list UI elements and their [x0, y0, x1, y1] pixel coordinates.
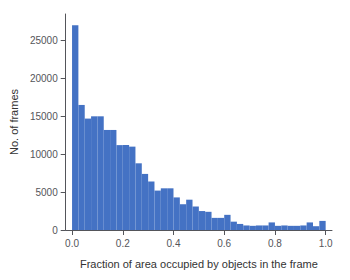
svg-text:0.8: 0.8 [268, 238, 282, 249]
svg-text:Fraction of area occupied by o: Fraction of area occupied by objects in … [80, 258, 318, 270]
svg-text:25000: 25000 [30, 35, 58, 46]
svg-text:0.0: 0.0 [65, 238, 79, 249]
svg-text:15000: 15000 [30, 111, 58, 122]
svg-text:No. of frames: No. of frames [8, 88, 20, 155]
svg-text:1.0: 1.0 [319, 238, 333, 249]
svg-text:0: 0 [52, 225, 58, 236]
svg-text:5000: 5000 [35, 187, 58, 198]
svg-text:0.2: 0.2 [116, 238, 130, 249]
svg-text:20000: 20000 [30, 73, 58, 84]
svg-text:0.6: 0.6 [217, 238, 231, 249]
svg-text:0.4: 0.4 [167, 238, 181, 249]
svg-text:10000: 10000 [30, 149, 58, 160]
